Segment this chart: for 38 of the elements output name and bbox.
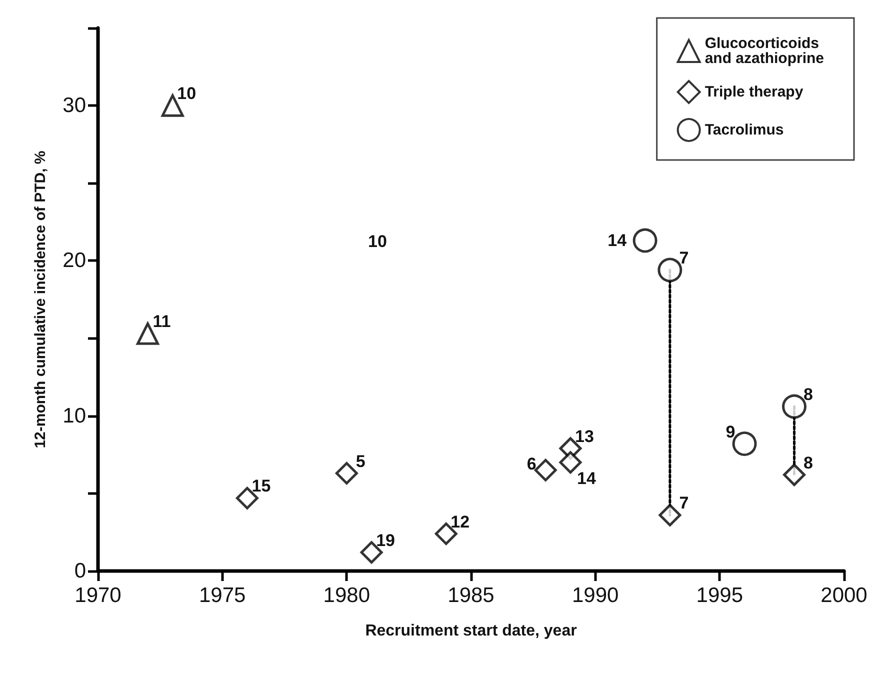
y-tick-label: 0	[74, 560, 86, 582]
y-tick-label: 30	[62, 94, 86, 118]
annotation: 8	[804, 385, 813, 404]
annotation: 10	[368, 232, 387, 251]
point	[658, 504, 682, 526]
annotation: 11	[152, 312, 171, 332]
annotation: 10	[177, 84, 196, 104]
x-tick-label: 1975	[198, 584, 246, 607]
x-tick-label: 1970	[74, 584, 122, 607]
x-tick-label: 1980	[323, 584, 370, 607]
annotation: 15	[252, 476, 271, 496]
annotation: 13	[575, 426, 594, 446]
x-axis-title: Recruitment start date, year	[365, 622, 577, 640]
y-tick-label: 20	[62, 249, 86, 272]
legend-label: Tacrolimus	[704, 122, 784, 138]
annotation: 12	[450, 512, 470, 532]
annotation: 14	[577, 468, 596, 488]
legend-label: Glucocorticoids and azathioprine	[704, 35, 824, 67]
annotation: 6	[526, 454, 536, 474]
annotation: 14	[608, 231, 628, 250]
y-tick-label: 10	[62, 404, 86, 428]
x-tick-label: 1990	[572, 584, 619, 607]
annotation: 7	[679, 248, 689, 268]
y-axis-title: 12-month cumulative incidence of PTD, %	[32, 150, 49, 448]
x-tick-label: 1995	[696, 584, 744, 607]
x-tick-label: 1985	[448, 584, 494, 607]
point	[783, 464, 806, 486]
annotation: 9	[726, 422, 736, 442]
point	[534, 458, 557, 482]
point	[335, 462, 358, 485]
point	[559, 451, 582, 474]
annotation: 5	[356, 452, 366, 471]
legend-label: Triple therapy	[704, 84, 804, 100]
annotation: 19	[376, 530, 395, 550]
annotation: 7	[679, 494, 689, 513]
x-tick-label: 2000	[820, 584, 868, 607]
point	[632, 228, 658, 253]
annotation: 8	[804, 453, 813, 472]
